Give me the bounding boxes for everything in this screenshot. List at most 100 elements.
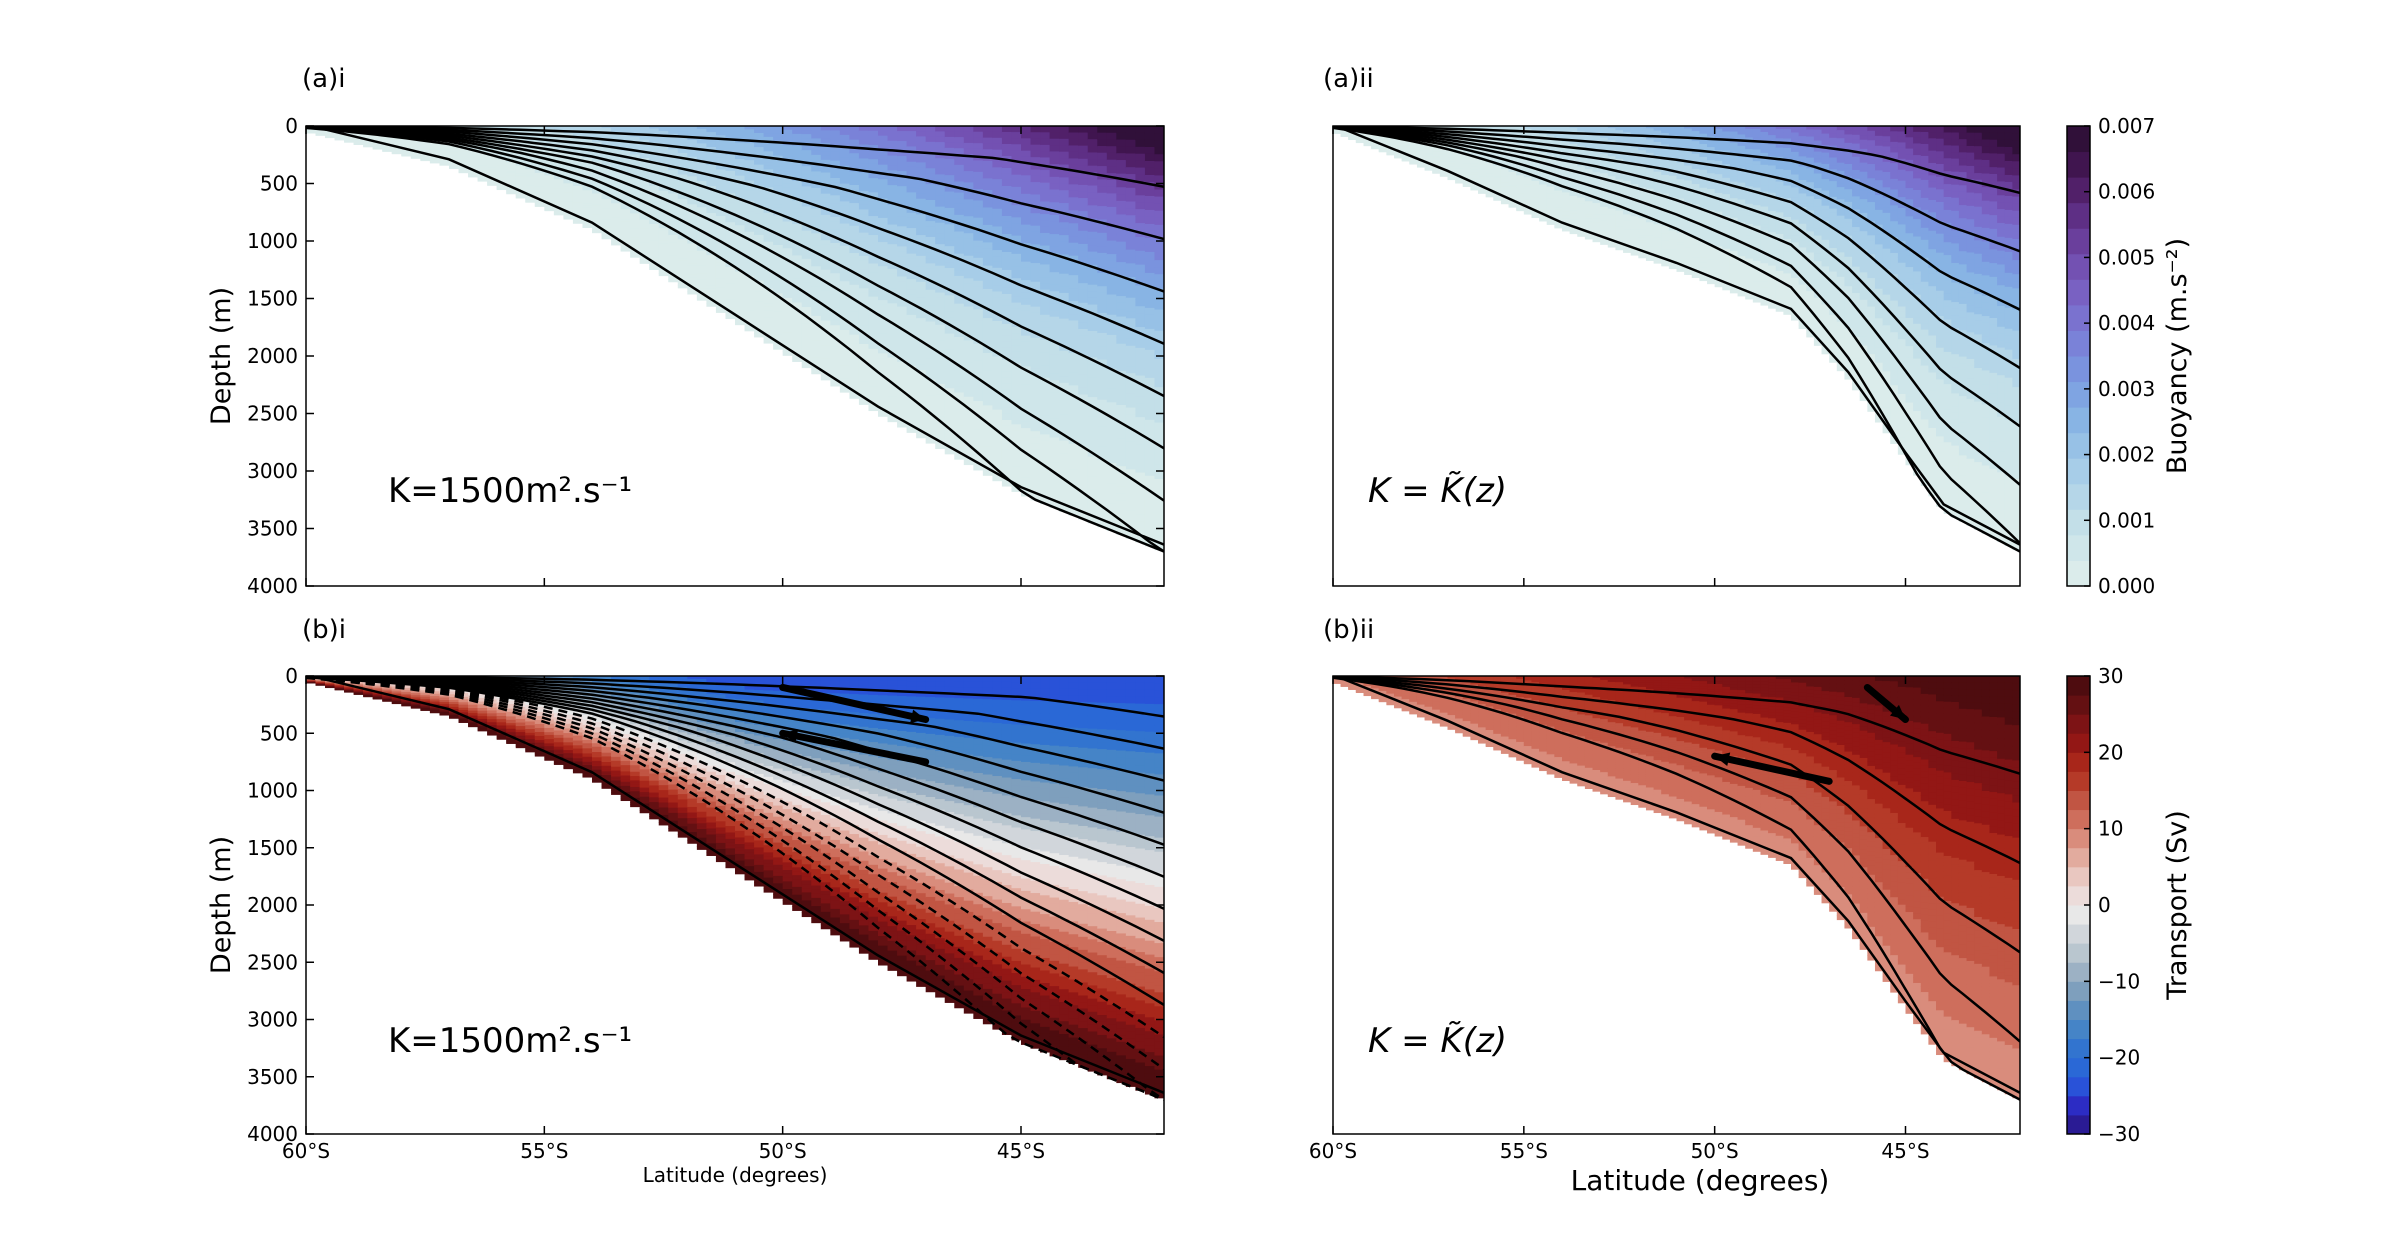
- heatmap-cell: [611, 137, 622, 141]
- heatmap-cell: [715, 144, 727, 149]
- heatmap-cell: [496, 160, 507, 163]
- heatmap-cell: [830, 173, 841, 179]
- heatmap-cell: [982, 224, 993, 232]
- heatmap-cell: [639, 215, 650, 219]
- heatmap-cell: [868, 291, 879, 298]
- heatmap-cell: [1087, 291, 1098, 299]
- heatmap-cell: [515, 160, 526, 163]
- heatmap-cell: [439, 160, 450, 162]
- heatmap-cell: [525, 143, 536, 146]
- heatmap-cell: [706, 279, 717, 283]
- heatmap-cell: [439, 163, 450, 165]
- heatmap-cell: [925, 416, 936, 423]
- heatmap-cell: [677, 250, 688, 254]
- heatmap-cell: [706, 201, 717, 205]
- heatmap-cell: [630, 189, 641, 193]
- heatmap-cell: [620, 150, 631, 154]
- heatmap-cell: [744, 156, 755, 161]
- heatmap-cell: [1078, 217, 1089, 225]
- heatmap-cell: [878, 222, 889, 229]
- heatmap-cell: [735, 202, 746, 207]
- heatmap-cell: [1030, 213, 1041, 221]
- heatmap-cell: [1001, 162, 1013, 169]
- heatmap-cell: [754, 248, 765, 254]
- heatmap-cell: [677, 255, 688, 259]
- heatmap-cell: [1068, 352, 1079, 361]
- heatmap-cell: [1068, 340, 1079, 348]
- heatmap-cell: [830, 281, 841, 287]
- heatmap-cell: [982, 440, 993, 447]
- heatmap-cell: [506, 190, 517, 193]
- heatmap-cell: [572, 198, 584, 202]
- heatmap-cell: [1040, 239, 1051, 247]
- heatmap-cell: [935, 394, 946, 401]
- heatmap-cell: [515, 175, 526, 177]
- heatmap-cell: [1068, 424, 1079, 432]
- heatmap-cell: [754, 171, 765, 176]
- heatmap-cell: [1078, 270, 1089, 278]
- heatmap-cell: [754, 133, 765, 138]
- heatmap-cell: [429, 152, 441, 155]
- heatmap-cell: [982, 347, 993, 354]
- heatmap-cell: [458, 162, 469, 164]
- heatmap-cell: [429, 149, 441, 152]
- heatmap-cell: [525, 172, 536, 175]
- heatmap-cell: [849, 130, 860, 136]
- heatmap-cell: [801, 190, 812, 196]
- heatmap-cell: [639, 174, 650, 177]
- heatmap-cell: [1030, 231, 1041, 239]
- heatmap-cell: [429, 159, 441, 161]
- heatmap-cell: [982, 259, 993, 267]
- heatmap-cell: [1030, 250, 1041, 258]
- heatmap-cell: [935, 357, 946, 364]
- heatmap-cell: [572, 210, 584, 213]
- heatmap-cell: [992, 326, 1003, 334]
- heatmap-cell: [944, 317, 955, 324]
- heatmap-cell: [763, 310, 774, 315]
- heatmap-cell: [868, 163, 879, 170]
- heatmap-cell: [1049, 316, 1060, 324]
- heatmap-cell: [773, 311, 784, 317]
- heatmap-cell: [801, 242, 812, 248]
- heatmap-cell: [515, 172, 526, 175]
- heatmap-cell: [763, 314, 774, 319]
- heatmap-cell: [887, 298, 898, 304]
- heatmap-cell: [811, 126, 822, 131]
- heatmap-cell: [706, 231, 717, 235]
- heatmap-cell: [906, 289, 917, 296]
- heatmap-cell: [963, 419, 974, 426]
- heatmap-cell: [315, 135, 326, 136]
- heatmap-cell: [820, 168, 831, 174]
- heatmap-cell: [1078, 256, 1089, 265]
- heatmap-cell: [515, 155, 526, 158]
- heatmap-cell: [935, 314, 946, 321]
- heatmap-cell: [725, 225, 736, 230]
- heatmap-cell: [744, 265, 755, 270]
- heatmap-cell: [801, 170, 812, 175]
- heatmap-cell: [839, 254, 850, 260]
- heatmap-cell: [954, 442, 965, 449]
- heatmap-cell: [725, 202, 736, 207]
- heatmap-cell: [477, 176, 488, 178]
- heatmap-cell: [830, 290, 841, 296]
- heatmap-cell: [572, 205, 584, 208]
- heatmap-cell: [887, 150, 898, 157]
- heatmap-cell: [1011, 381, 1022, 389]
- heatmap-cell: [935, 222, 946, 229]
- heatmap-cell: [744, 242, 755, 247]
- heatmap-cell: [744, 317, 755, 322]
- heatmap-cell: [572, 169, 584, 172]
- heatmap-cell: [477, 160, 488, 163]
- heatmap-cell: [1049, 481, 1060, 489]
- heatmap-cell: [973, 280, 984, 288]
- heatmap-cell: [792, 145, 803, 151]
- heatmap-cell: [1030, 300, 1041, 308]
- heatmap-cell: [582, 144, 593, 147]
- heatmap-cell: [544, 199, 555, 202]
- heatmap-cell: [687, 232, 698, 236]
- heatmap-cell: [954, 386, 965, 394]
- heatmap-cell: [1078, 243, 1089, 252]
- heatmap-cell: [935, 297, 946, 304]
- heatmap-cell: [935, 335, 946, 342]
- heatmap-cell: [658, 273, 669, 277]
